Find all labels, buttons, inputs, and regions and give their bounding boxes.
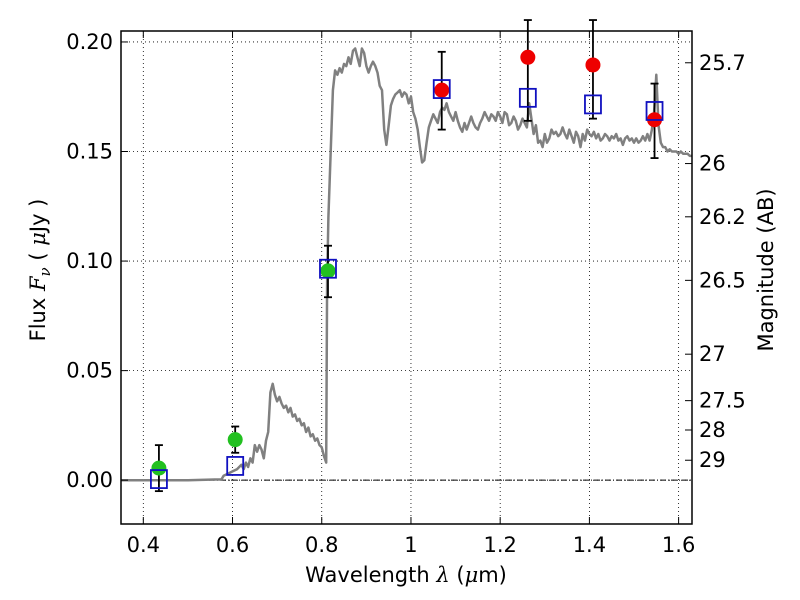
x-tick-label: 0.8	[305, 533, 338, 557]
magnitude-tick-label: 26.5	[699, 268, 746, 292]
y-tick-labels: 0.00 0.05 0.10 0.15 0.20	[66, 30, 113, 492]
model-flux-square-marker	[584, 94, 602, 115]
x-tick-label: 1.4	[573, 533, 606, 557]
x-tick-labels: 0.4 0.6 0.8 1 1.2 1.4 1.6	[127, 533, 696, 557]
green-flux-point	[151, 460, 167, 476]
plot-frame	[120, 30, 693, 525]
magnitude-tick-label: 26	[699, 152, 726, 176]
red-flux-point	[520, 49, 536, 65]
magnitude-tick-label: 27	[699, 342, 726, 366]
magnitude-tick-label: 29	[699, 448, 726, 472]
magnitude-tick-label: 25.7	[699, 51, 746, 75]
x-tick-label: 1	[404, 533, 417, 557]
model-flux-square-marker	[226, 456, 245, 476]
red-flux-point	[434, 82, 450, 98]
green-flux-point	[320, 263, 336, 279]
model-spectrum-line	[121, 47, 692, 482]
y-axis-label: Flux Fν ( μJy )	[26, 199, 54, 342]
red-flux-point	[585, 57, 601, 73]
x-tick-label: 1.6	[662, 533, 695, 557]
y-tick-label: 0.05	[66, 359, 113, 383]
model-flux-square-marker	[518, 87, 537, 108]
green-flux-point	[227, 432, 243, 448]
x-tick-label: 0.6	[216, 533, 249, 557]
y2-axis-label: Magnitude (AB)	[754, 188, 778, 351]
model-flux-square-marker	[645, 101, 664, 121]
y-tick-label: 0.00	[66, 468, 113, 492]
model-flux-square-marker	[319, 258, 337, 279]
magnitude-tick-label: 28	[699, 418, 726, 442]
magnitude-tick-labels: 25.7 26 26.2 26.5 27 27.5 28 29	[699, 51, 746, 472]
x-tick-label: 1.2	[483, 533, 516, 557]
x-tick-label: 0.4	[127, 533, 160, 557]
magnitude-tick-label: 26.2	[699, 205, 746, 229]
y-tick-label: 0.10	[66, 249, 113, 273]
data-markers	[150, 49, 664, 489]
magnitude-tick-label: 27.5	[699, 389, 746, 413]
x-axis-label: Wavelength λ (μm)	[305, 563, 507, 587]
y-tick-label: 0.20	[66, 30, 113, 54]
model-flux-square-marker	[432, 79, 451, 99]
model-flux-square-marker	[150, 469, 168, 489]
y-tick-label: 0.15	[66, 140, 113, 164]
axis-ticks	[121, 31, 692, 524]
